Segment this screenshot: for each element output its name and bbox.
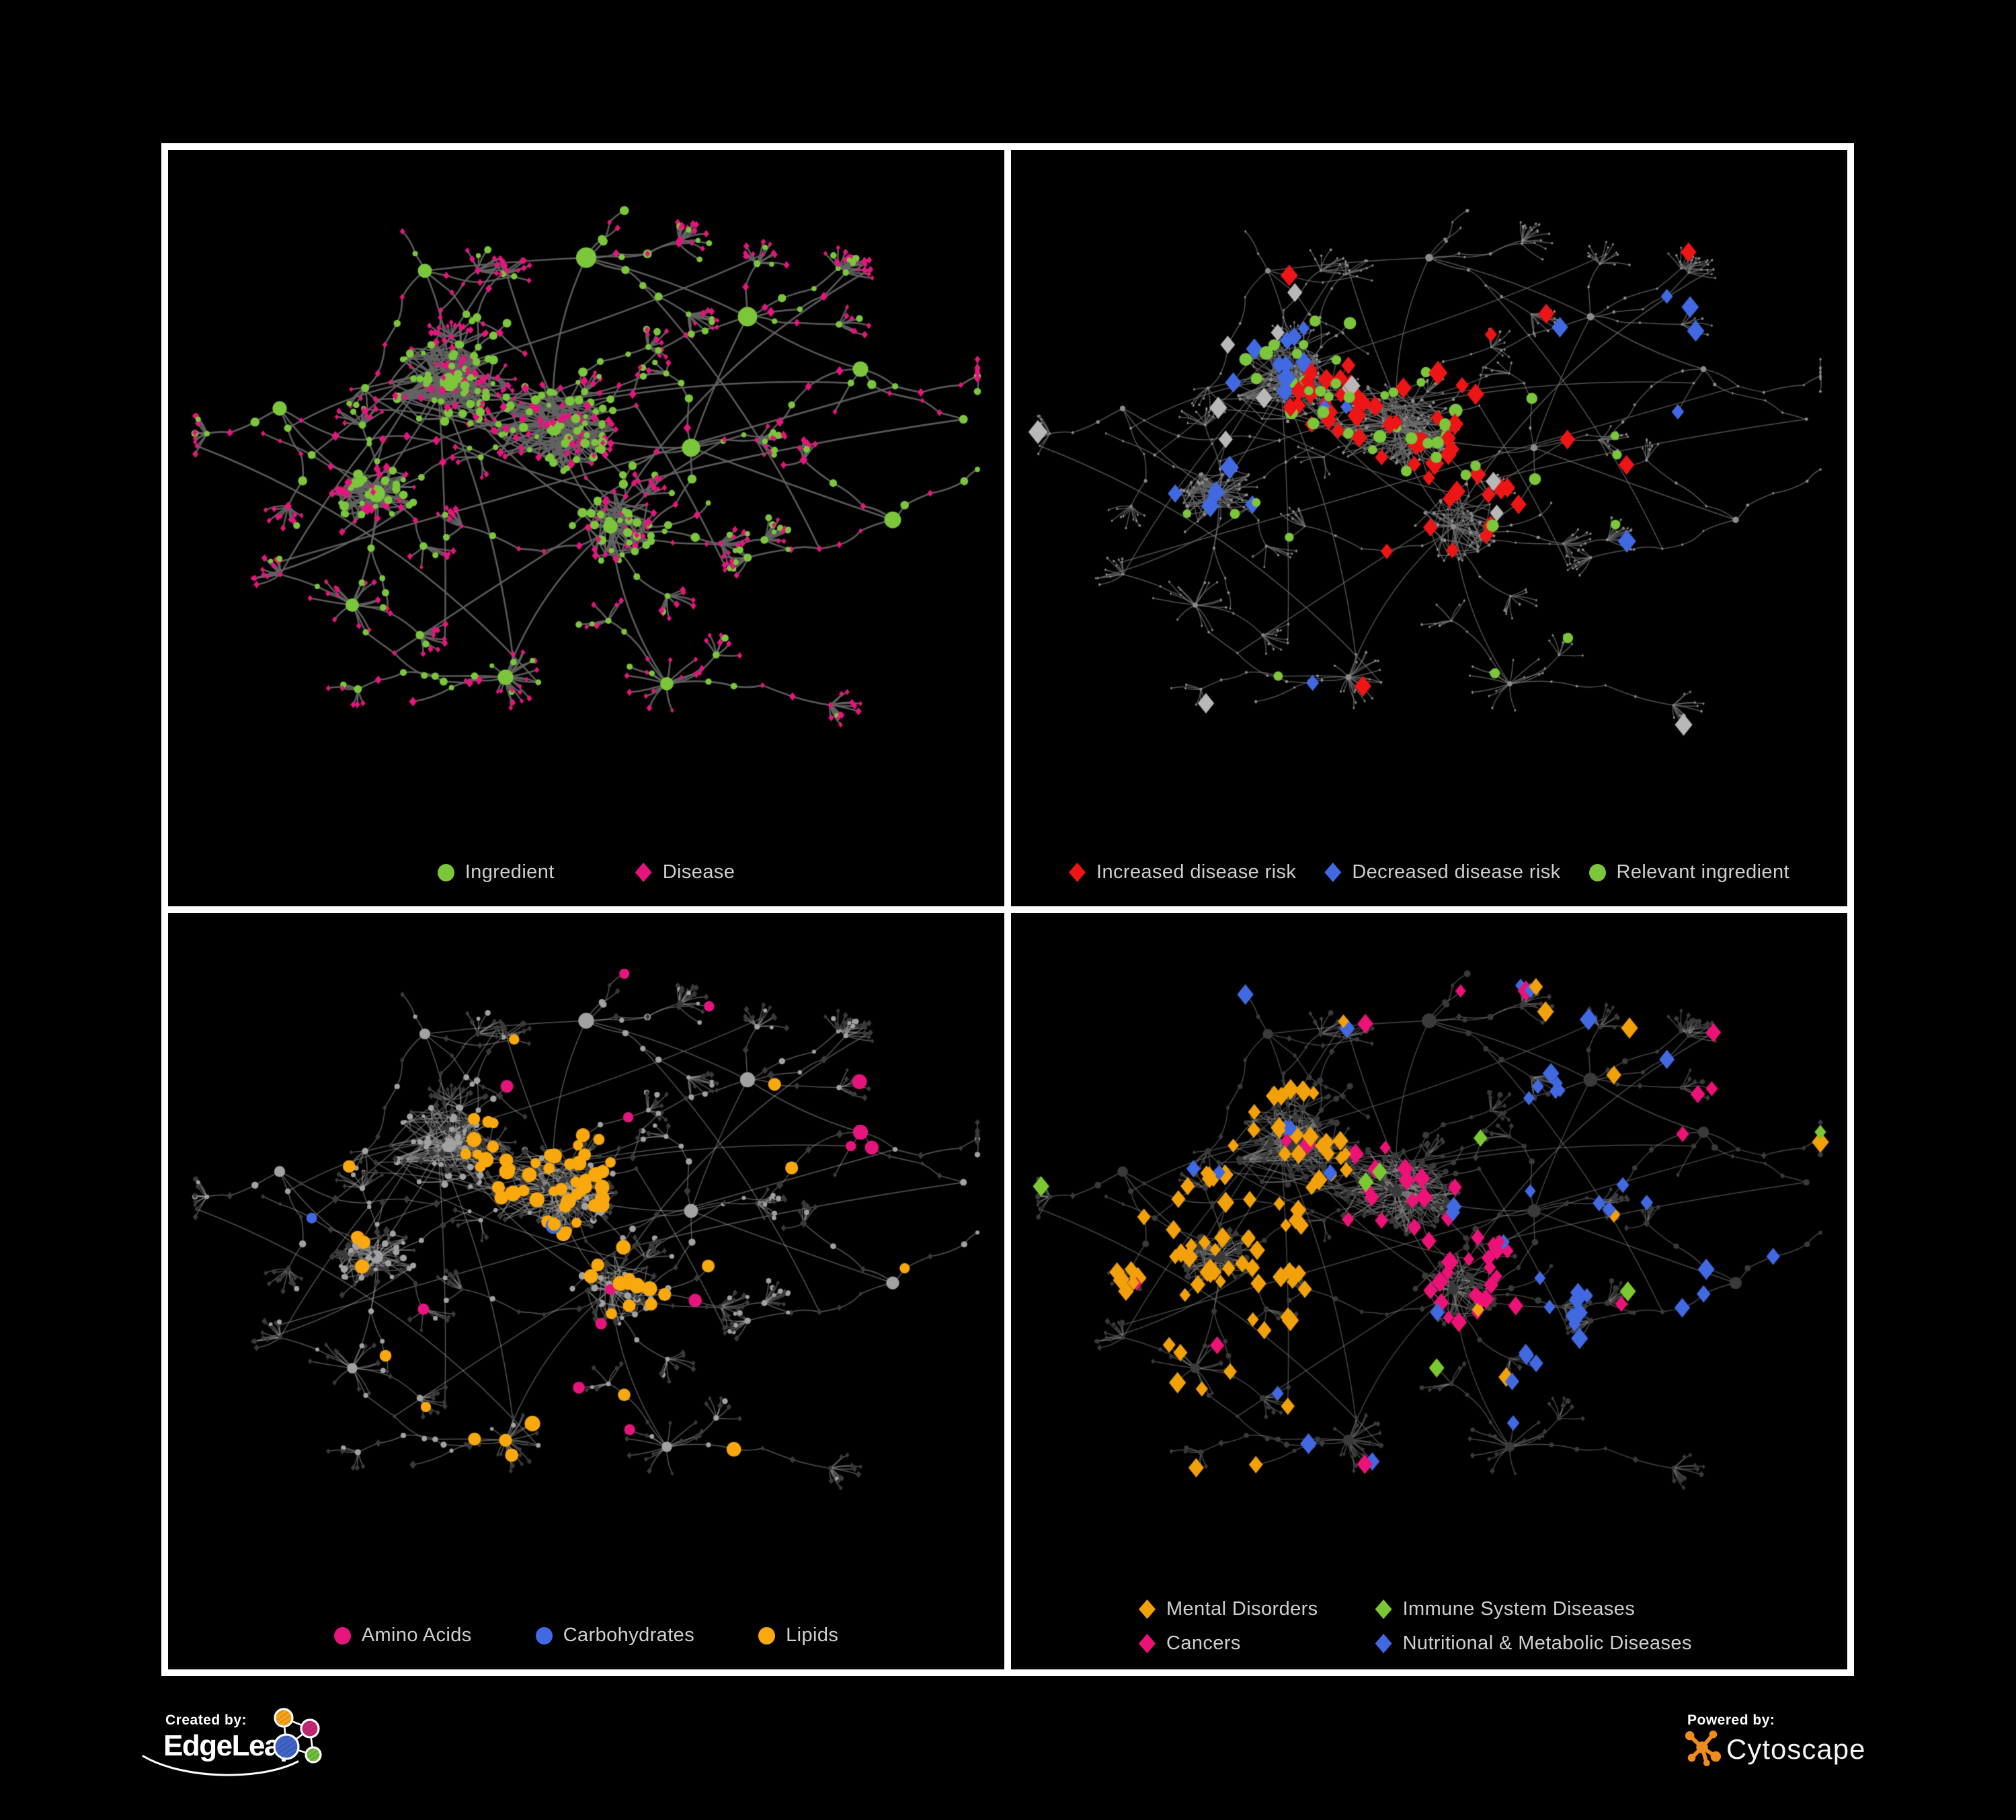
legend-item-ingredient: Ingredient (437, 861, 555, 883)
nutritional-metabolic-marker-icon (1375, 1634, 1392, 1653)
panel-macronutrients: Amino Acids Carbohydrates Lipids (168, 913, 1004, 1669)
lipids-marker-icon (758, 1626, 776, 1645)
network-canvas-disease-classes (1011, 913, 1847, 1669)
legend-macronutrients: Amino Acids Carbohydrates Lipids (168, 1624, 1004, 1647)
immune-diseases-marker-icon (1375, 1599, 1392, 1619)
legend-disease-classes: Mental Disorders Immune System Diseases … (1139, 1598, 1692, 1655)
panel-ingredient-disease: Ingredient Disease (168, 150, 1004, 906)
legend-label: Relevant ingredient (1616, 861, 1790, 883)
edgeleap-swoosh (142, 1755, 299, 1776)
legend-label: Immune System Diseases (1402, 1598, 1636, 1620)
network-canvas-disease-risk (1011, 150, 1847, 906)
edgeleap-logo-icon (142, 1708, 322, 1776)
powered-by-label: Powered by: (1687, 1712, 1775, 1728)
legend-item-nutritional-metabolic: Nutritional & Metabolic Diseases (1375, 1632, 1692, 1655)
legend-disease-risk: Increased disease risk Decreased disease… (1011, 861, 1847, 883)
legend-label: Amino Acids (361, 1624, 472, 1646)
legend-label: Ingredient (465, 861, 555, 883)
decreased-risk-marker-icon (1324, 863, 1342, 882)
network-canvas-ingredient-disease (168, 150, 1004, 906)
legend-item-lipids: Lipids (758, 1624, 838, 1647)
legend-label: Increased disease risk (1096, 861, 1297, 883)
legend-ingredient-disease: Ingredient Disease (168, 861, 1004, 883)
legend-label: Nutritional & Metabolic Diseases (1402, 1632, 1692, 1654)
panel-disease-classes: Mental Disorders Immune System Diseases … (1011, 913, 1847, 1669)
created-by-label: Created by: (165, 1712, 247, 1728)
legend-item-cancers: Cancers (1139, 1632, 1318, 1655)
carbohydrates-marker-icon (535, 1626, 553, 1645)
disease-marker-icon (635, 863, 652, 882)
legend-item-increased-risk: Increased disease risk (1068, 861, 1297, 883)
legend-item-amino-acids: Amino Acids (333, 1624, 472, 1647)
legend-label: Lipids (786, 1624, 839, 1646)
panel-grid: Ingredient Disease Increased disease ris… (161, 143, 1854, 1676)
legend-item-mental-disorders: Mental Disorders (1139, 1598, 1318, 1620)
edgeleap-logo-nodes (273, 1708, 322, 1764)
ingredient-marker-icon (437, 863, 454, 881)
legend-item-relevant-ingredient: Relevant ingredient (1588, 861, 1790, 883)
increased-risk-marker-icon (1068, 863, 1086, 882)
amino-acids-marker-icon (333, 1626, 351, 1645)
legend-label: Disease (662, 861, 735, 883)
cytoscape-logo-icon (1685, 1730, 1722, 1767)
legend-label: Carbohydrates (563, 1624, 695, 1646)
legend-label: Mental Disorders (1166, 1598, 1318, 1620)
legend-item-carbohydrates: Carbohydrates (535, 1624, 695, 1647)
panel-disease-risk: Increased disease risk Decreased disease… (1011, 150, 1847, 906)
legend-item-disease: Disease (635, 861, 735, 883)
legend-item-decreased-risk: Decreased disease risk (1324, 861, 1560, 883)
network-canvas-macronutrients (168, 913, 1004, 1669)
legend-label: Decreased disease risk (1352, 861, 1561, 883)
cytoscape-wordmark: Cytoscape (1726, 1733, 1866, 1765)
relevant-ingredient-marker-icon (1588, 863, 1606, 881)
cancers-marker-icon (1139, 1634, 1156, 1653)
legend-item-immune-diseases: Immune System Diseases (1375, 1598, 1692, 1620)
mental-disorders-marker-icon (1139, 1599, 1156, 1619)
legend-label: Cancers (1166, 1632, 1241, 1654)
